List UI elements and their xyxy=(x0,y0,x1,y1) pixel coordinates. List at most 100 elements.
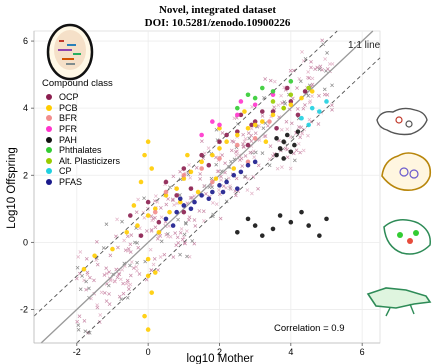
cross-stroke xyxy=(308,99,313,103)
cross-stroke xyxy=(179,227,184,231)
background-cross xyxy=(168,185,172,190)
background-cross xyxy=(279,127,284,132)
background-cross xyxy=(125,234,130,239)
background-cross xyxy=(296,141,301,146)
background-cross xyxy=(192,241,197,246)
cross-stroke xyxy=(243,154,248,158)
background-cross xyxy=(190,195,194,200)
background-cross xyxy=(128,273,133,278)
cross-stroke xyxy=(120,219,124,224)
sea-creature-icon xyxy=(383,219,431,255)
dashed-offset-line xyxy=(76,57,381,344)
background-cross xyxy=(120,219,124,224)
cross-stroke xyxy=(256,163,261,168)
legend-label: CP xyxy=(59,166,72,177)
cross-stroke xyxy=(262,95,266,100)
cross-stroke xyxy=(251,149,256,154)
cross-stroke xyxy=(92,278,96,283)
data-point xyxy=(156,229,162,235)
cross-stroke xyxy=(320,38,325,43)
data-point xyxy=(295,112,301,118)
cross-stroke xyxy=(107,270,111,274)
cross-stroke xyxy=(284,119,289,124)
cross-stroke xyxy=(289,121,294,126)
data-point xyxy=(145,139,151,145)
legend-label: PCB xyxy=(59,102,78,113)
background-cross xyxy=(322,92,327,97)
data-point xyxy=(302,89,308,94)
cross-stroke xyxy=(106,283,111,288)
data-point xyxy=(163,216,169,222)
cross-stroke xyxy=(275,166,280,171)
background-cross xyxy=(276,103,281,108)
background-cross xyxy=(206,146,211,150)
cross-stroke xyxy=(283,101,288,106)
background-cross xyxy=(115,217,119,222)
data-point xyxy=(210,152,215,158)
cross-stroke xyxy=(268,144,273,148)
background-cross xyxy=(134,265,139,269)
cross-stroke xyxy=(253,131,258,136)
background-cross xyxy=(234,149,238,154)
background-cross xyxy=(182,241,187,245)
data-point xyxy=(249,122,254,128)
cross-stroke xyxy=(89,296,93,301)
cross-stroke xyxy=(188,175,193,180)
cross-stroke xyxy=(277,115,281,120)
background-cross xyxy=(171,174,176,179)
background-cross xyxy=(298,79,303,84)
background-cross xyxy=(198,177,202,181)
cross-stroke xyxy=(215,138,220,142)
data-point xyxy=(288,99,294,104)
data-point xyxy=(238,112,244,118)
legend-label: Alt. Plasticizers xyxy=(59,155,121,166)
cross-stroke xyxy=(298,150,302,155)
data-point xyxy=(217,122,222,128)
data-point xyxy=(235,105,240,111)
data-point xyxy=(288,92,294,98)
cross-stroke xyxy=(298,135,303,140)
axes: -2 0 2 4 6 -2 0 2 4 6 xyxy=(20,31,380,357)
data-point xyxy=(292,142,297,148)
cross-stroke xyxy=(202,184,207,188)
cross-stroke xyxy=(247,136,252,141)
data-point xyxy=(252,119,258,124)
cross-stroke xyxy=(256,186,260,191)
background-cross xyxy=(283,146,288,151)
cross-stroke xyxy=(198,177,202,181)
data-point xyxy=(163,193,169,198)
legend: Compound class OCP PCB BFR PFR PAH Phthalates… xyxy=(42,78,120,187)
cross-stroke xyxy=(153,225,158,230)
background-cross xyxy=(88,275,92,280)
cross-stroke xyxy=(134,265,139,269)
cross-stroke xyxy=(237,153,242,158)
background-cross xyxy=(284,119,289,124)
background-cross xyxy=(261,126,266,131)
cross-stroke xyxy=(272,152,277,156)
data-point xyxy=(138,179,144,185)
background-cross xyxy=(77,314,82,319)
background-cross xyxy=(243,154,248,158)
background-cross xyxy=(108,253,113,258)
bird-icon xyxy=(376,107,428,136)
background-cross xyxy=(104,266,109,271)
cross-stroke xyxy=(201,156,206,161)
background-cross xyxy=(243,136,248,141)
cross-stroke xyxy=(245,188,250,192)
background-cross xyxy=(171,255,176,259)
cross-stroke xyxy=(241,142,245,146)
background-cross xyxy=(294,148,299,153)
data-point xyxy=(270,99,276,104)
legend-item-alt-plasticizers: Alt. Plasticizers xyxy=(46,156,120,167)
data-point xyxy=(110,246,115,252)
cross-stroke xyxy=(83,329,88,334)
cross-stroke xyxy=(318,64,323,69)
cross-stroke xyxy=(88,275,92,280)
cross-stroke xyxy=(128,273,133,278)
data-point xyxy=(181,166,187,171)
cross-stroke xyxy=(300,50,304,54)
cross-stroke xyxy=(119,297,124,302)
background-cross xyxy=(125,295,130,300)
legend-swatch xyxy=(46,157,52,164)
cross-stroke xyxy=(126,249,130,253)
